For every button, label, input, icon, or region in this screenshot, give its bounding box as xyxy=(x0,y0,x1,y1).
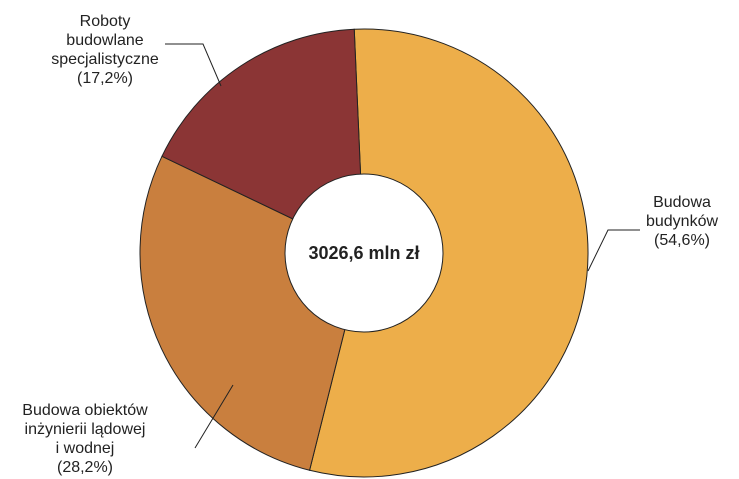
slice-label-civil-engineering: Budowa obiektów inżynierii lądowej i wod… xyxy=(2,401,168,477)
slice-label-line: budowlane xyxy=(66,32,144,49)
slice-label-line: inżynierii lądowej xyxy=(24,421,146,438)
leader-line-building xyxy=(587,229,640,272)
slice-label-line: i wodnej xyxy=(55,440,115,457)
slice-label-line: Budowa obiektów xyxy=(22,402,148,419)
slice-label-line: budynków xyxy=(645,213,719,230)
leader-line-civil-engineering xyxy=(194,384,234,449)
leader-line-specialised-works xyxy=(165,43,222,87)
donut-hole xyxy=(284,173,444,333)
slice-label-line: specjalistyczne xyxy=(51,51,159,68)
slice-pct-label: (17,2%) xyxy=(76,70,134,87)
total-value-label: 3026,6 mln zł xyxy=(308,243,419,263)
slice-label-building: Budowa budynków (54,6%) xyxy=(626,193,738,250)
slice-pct-label: (54,6%) xyxy=(653,232,711,249)
leader-lines xyxy=(165,43,640,449)
slice-pct-label: (28,2%) xyxy=(56,459,114,476)
slice-label-line: Budowa xyxy=(653,194,711,211)
slice-building xyxy=(308,28,589,478)
slice-label-specialised-works: Roboty budowlane specjalistyczne (17,2%) xyxy=(40,12,170,88)
slice-label-line: Roboty xyxy=(79,13,131,30)
